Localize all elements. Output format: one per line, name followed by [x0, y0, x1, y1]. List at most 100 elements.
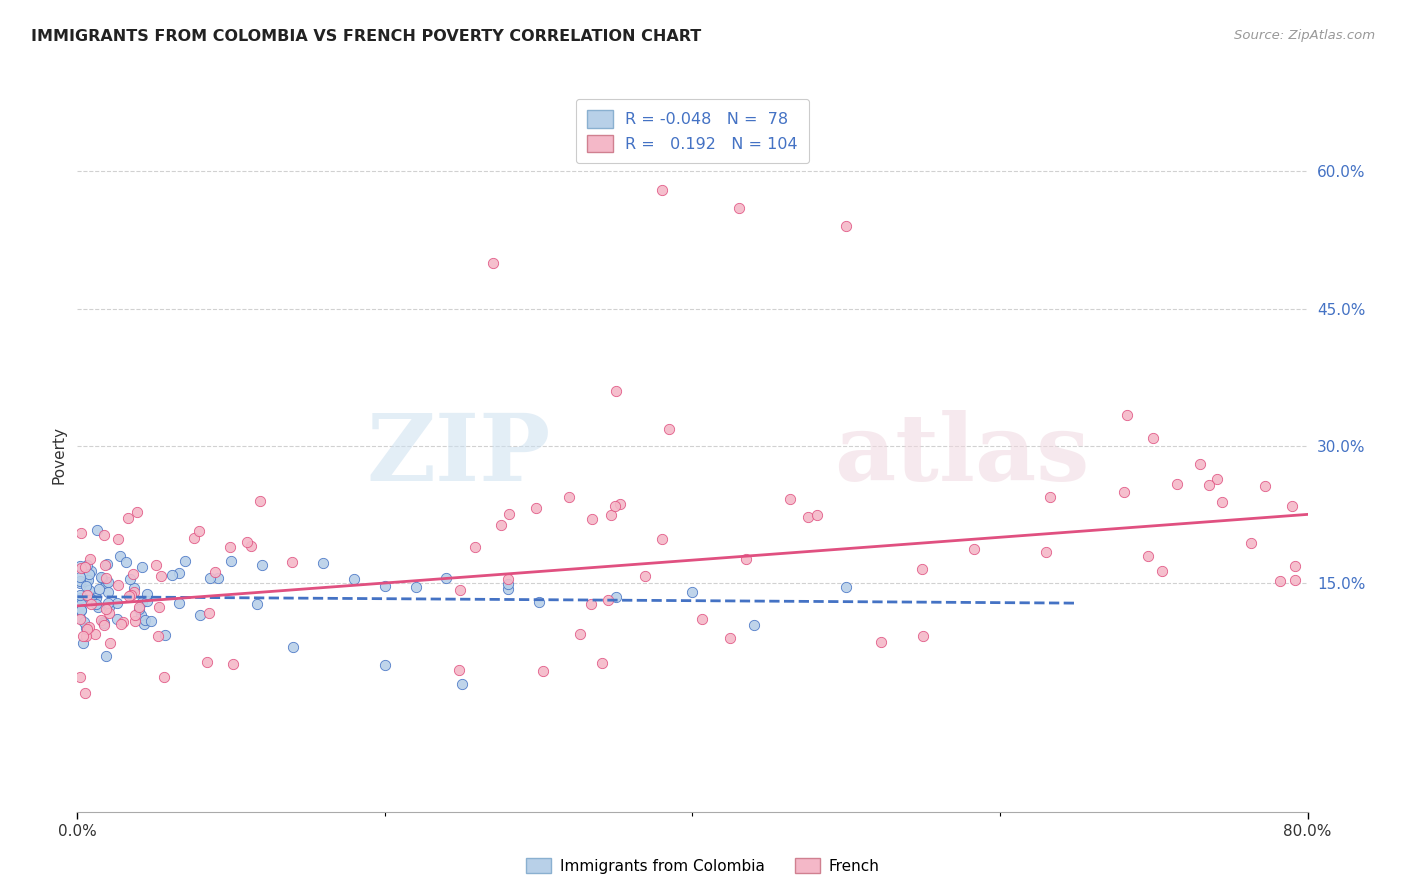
- Point: [835, 219, 858, 234]
- Point: [651, 183, 673, 197]
- Point: [1206, 472, 1229, 486]
- Point: [94, 558, 117, 573]
- Point: [93, 528, 115, 542]
- Point: [77, 567, 100, 582]
- Point: [450, 676, 472, 690]
- Point: [718, 631, 741, 645]
- Point: [742, 618, 765, 632]
- Point: [110, 549, 132, 563]
- Point: [779, 491, 801, 506]
- Point: [105, 596, 128, 610]
- Point: [89, 582, 111, 596]
- Point: [70, 561, 93, 575]
- Point: [1189, 457, 1212, 471]
- Point: [77, 583, 100, 598]
- Point: [84, 597, 107, 611]
- Point: [207, 571, 229, 585]
- Point: [374, 579, 396, 593]
- Point: [1268, 574, 1291, 588]
- Point: [84, 591, 107, 606]
- Point: [69, 526, 91, 541]
- Point: [167, 596, 190, 610]
- Point: [69, 670, 91, 684]
- Point: [963, 541, 986, 556]
- Point: [76, 623, 98, 637]
- Point: [835, 580, 858, 594]
- Point: [579, 597, 602, 611]
- Point: [1281, 499, 1303, 513]
- Point: [94, 571, 117, 585]
- Text: atlas: atlas: [834, 410, 1090, 500]
- Point: [136, 587, 159, 601]
- Point: [598, 592, 620, 607]
- Point: [240, 539, 263, 553]
- Point: [97, 584, 120, 599]
- Point: [609, 497, 631, 511]
- Point: [527, 595, 550, 609]
- Point: [603, 499, 626, 513]
- Point: [98, 606, 121, 620]
- Point: [90, 570, 112, 584]
- Point: [79, 551, 101, 566]
- Point: [447, 663, 470, 677]
- Point: [1142, 431, 1164, 445]
- Point: [558, 490, 581, 504]
- Point: [197, 606, 219, 620]
- Point: [111, 615, 134, 630]
- Point: [69, 611, 91, 625]
- Point: [79, 591, 101, 606]
- Point: [1211, 494, 1233, 508]
- Point: [1112, 485, 1135, 500]
- Point: [105, 612, 128, 626]
- Point: [98, 600, 121, 615]
- Point: [91, 615, 114, 629]
- Point: [343, 572, 366, 586]
- Point: [911, 629, 934, 643]
- Point: [69, 576, 91, 591]
- Point: [75, 629, 97, 643]
- Point: [498, 507, 520, 521]
- Point: [120, 588, 142, 602]
- Point: [107, 532, 129, 546]
- Point: [281, 640, 304, 654]
- Point: [195, 655, 218, 669]
- Point: [1137, 549, 1160, 563]
- Point: [124, 614, 146, 628]
- Point: [682, 585, 704, 599]
- Point: [491, 517, 513, 532]
- Point: [135, 594, 157, 608]
- Point: [76, 558, 98, 572]
- Point: [75, 686, 97, 700]
- Point: [79, 597, 101, 611]
- Point: [281, 555, 304, 569]
- Point: [198, 571, 221, 585]
- Point: [496, 577, 519, 591]
- Point: [605, 590, 627, 604]
- Point: [727, 201, 749, 215]
- Point: [117, 511, 139, 525]
- Legend: Immigrants from Colombia, French: Immigrants from Colombia, French: [520, 852, 886, 880]
- Point: [122, 581, 145, 595]
- Text: IMMIGRANTS FROM COLOMBIA VS FRENCH POVERTY CORRELATION CHART: IMMIGRANTS FROM COLOMBIA VS FRENCH POVER…: [31, 29, 702, 45]
- Point: [131, 559, 153, 574]
- Point: [218, 541, 240, 555]
- Point: [145, 558, 167, 573]
- Point: [134, 613, 156, 627]
- Point: [128, 600, 150, 615]
- Point: [174, 554, 197, 568]
- Point: [98, 636, 121, 650]
- Point: [77, 619, 100, 633]
- Point: [94, 648, 117, 663]
- Point: [107, 577, 129, 591]
- Point: [70, 597, 93, 611]
- Point: [121, 566, 143, 581]
- Point: [531, 664, 554, 678]
- Point: [911, 562, 934, 576]
- Point: [249, 494, 271, 508]
- Legend: R = -0.048   N =  78, R =   0.192   N = 104: R = -0.048 N = 78, R = 0.192 N = 104: [576, 99, 808, 163]
- Point: [70, 603, 93, 617]
- Point: [183, 532, 205, 546]
- Point: [222, 657, 245, 671]
- Point: [481, 256, 503, 270]
- Point: [188, 607, 212, 622]
